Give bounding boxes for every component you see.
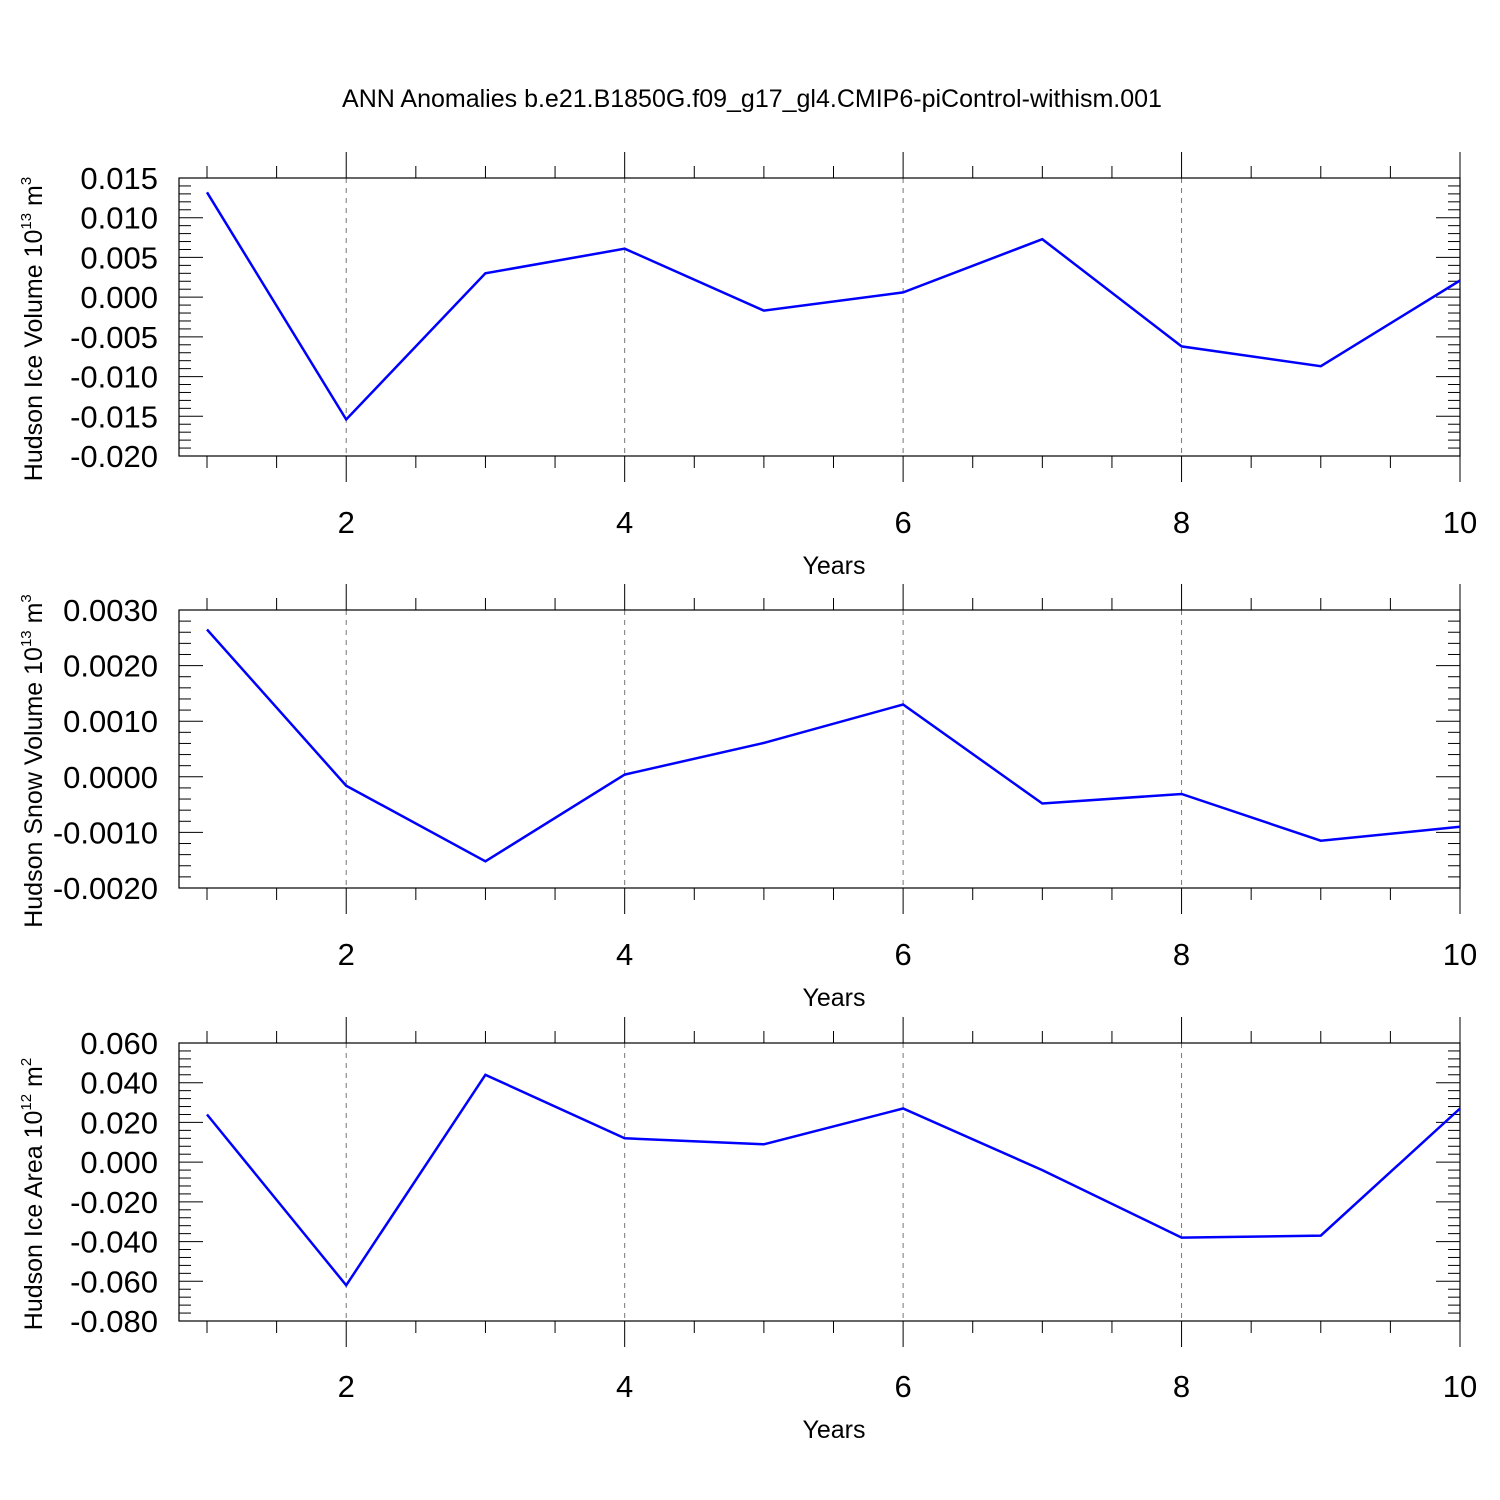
y-axis-title-text: Hudson Ice Area 10 [20, 1111, 48, 1331]
x-axis-title: Years [802, 552, 865, 580]
y-tick-label: 0.000 [80, 1145, 158, 1180]
x-tick-label: 6 [894, 1369, 911, 1404]
y-axis-title-unit: m [20, 603, 48, 631]
y-tick-label: 0.0020 [63, 649, 158, 684]
y-axis-title-unit-exponent: 3 [18, 177, 35, 185]
x-tick-label: 2 [338, 937, 355, 972]
y-tick-label: 0.060 [80, 1026, 158, 1061]
x-tick-label: 2 [338, 505, 355, 540]
y-tick-label: 0.000 [80, 280, 158, 315]
y-tick-label: -0.005 [70, 320, 158, 355]
x-tick-label: 10 [1443, 937, 1477, 972]
y-axis-title-unit-exponent: 3 [18, 594, 35, 602]
x-axis-title: Years [802, 984, 865, 1012]
y-tick-label: -0.015 [70, 399, 158, 434]
y-tick-label: -0.010 [70, 360, 158, 395]
panel-ice-area: 2 4 6 8 10 Years 0.060 0.040 0.020 0.000 -0.020 -0.… [18, 1017, 1477, 1444]
y-axis-title-unit: m [20, 1066, 48, 1094]
y-axis-title-unit: m [20, 185, 48, 213]
y-axis-title-exponent: 12 [18, 1094, 35, 1111]
y-tick-label: 0.020 [80, 1105, 158, 1140]
y-tick-label: -0.060 [70, 1264, 158, 1299]
x-tick-label: 10 [1443, 1369, 1477, 1404]
figure-title: ANN Anomalies b.e21.B1850G.f09_g17_gl4.C… [342, 85, 1162, 113]
panel-snow-volume: 2 4 6 8 10 Years 0.0030 0.0020 0.0010 0.0000 -0.00… [18, 584, 1477, 1012]
x-tick-label: 6 [894, 505, 911, 540]
x-tick-label: 2 [338, 1369, 355, 1404]
x-tick-label: 4 [616, 505, 633, 540]
x-tick-label: 8 [1173, 505, 1190, 540]
y-tick-label: -0.0010 [53, 815, 158, 850]
y-axis-title-unit-exponent: 2 [18, 1058, 35, 1066]
y-axis-title-text: Hudson Ice Volume 10 [20, 230, 48, 482]
panel-ice-volume: 2 4 6 8 10 Years 0.015 0.010 0.005 0.000 -0.005 -0.… [18, 152, 1477, 580]
y-tick-label: 0.005 [80, 240, 158, 275]
plot-frame [178, 177, 1461, 457]
y-tick-label: -0.0020 [53, 871, 158, 906]
y-tick-label: -0.080 [70, 1304, 158, 1339]
y-tick-label: -0.020 [70, 1185, 158, 1220]
x-tick-label: 4 [616, 937, 633, 972]
x-axis-title: Years [802, 1416, 865, 1444]
y-tick-label: 0.0010 [63, 704, 158, 739]
y-axis-title-exponent: 13 [18, 630, 35, 647]
x-tick-label: 10 [1443, 505, 1477, 540]
x-tick-label: 6 [894, 937, 911, 972]
y-tick-label: 0.015 [80, 161, 158, 196]
series-line [206, 628, 1461, 863]
y-axis-title: Hudson Snow Volume 1013 m3 [18, 594, 48, 928]
plot-frame [178, 609, 1461, 889]
x-tick-label: 8 [1173, 1369, 1190, 1404]
series-line [206, 1073, 1461, 1288]
y-tick-label: 0.010 [80, 201, 158, 236]
y-tick-label: -0.040 [70, 1225, 158, 1260]
y-tick-label: 0.0000 [63, 760, 158, 795]
y-tick-label: 0.040 [80, 1066, 158, 1101]
y-axis-title: Hudson Ice Area 1012 m2 [18, 1058, 48, 1330]
x-tick-label: 8 [1173, 937, 1190, 972]
plot-frame [178, 1042, 1461, 1322]
y-tick-label: -0.020 [70, 439, 158, 474]
y-axis-title-exponent: 13 [18, 213, 35, 230]
y-tick-label: 0.0030 [63, 593, 158, 628]
x-tick-label: 4 [616, 1369, 633, 1404]
y-axis-title-text: Hudson Snow Volume 10 [20, 647, 48, 928]
y-axis-title: Hudson Ice Volume 1013 m3 [18, 177, 48, 481]
series-line [205, 191, 1461, 422]
